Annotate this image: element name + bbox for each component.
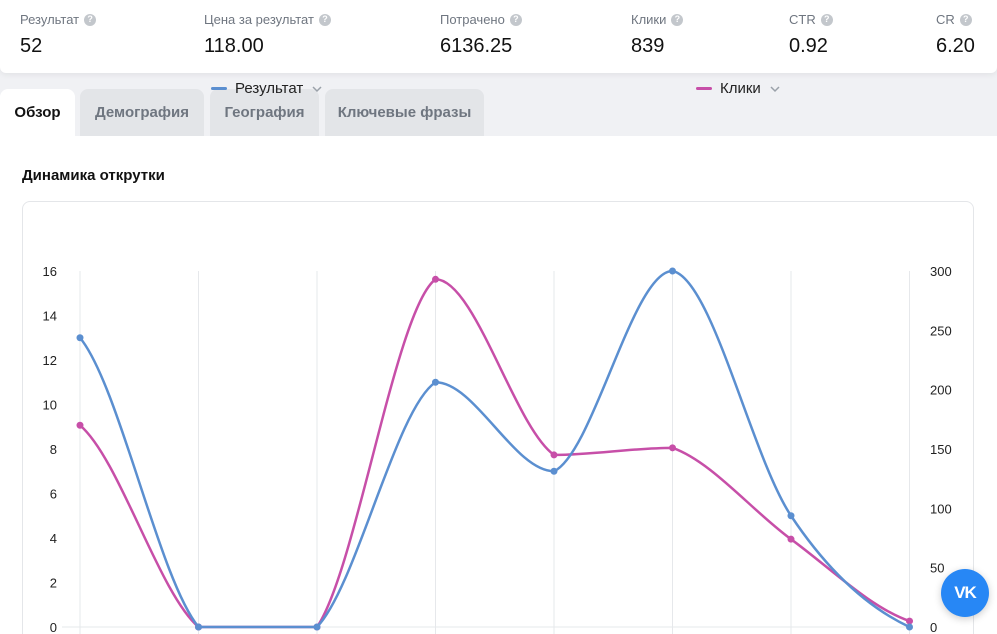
y-right-tick-label: 0: [930, 620, 937, 634]
help-icon[interactable]: ?: [959, 13, 972, 26]
metric-ctr: CTR? 0.92: [789, 12, 833, 58]
chart-container: [22, 201, 974, 634]
y-left-tick-label: 12: [43, 353, 57, 368]
metric-value: 839: [631, 35, 665, 57]
legend-swatch: [696, 87, 712, 90]
y-left-tick-label: 2: [50, 576, 57, 591]
data-point[interactable]: [787, 535, 795, 543]
tab-demography[interactable]: Демография: [80, 89, 204, 136]
legend-swatch: [211, 87, 227, 90]
help-icon[interactable]: ?: [509, 13, 522, 26]
metrics-bar: Результат? 52 Цена за результат? 118.00 …: [0, 0, 997, 73]
data-point[interactable]: [906, 623, 913, 631]
metric-value: 118.00: [204, 35, 264, 57]
help-icon[interactable]: ?: [84, 13, 97, 26]
metric-value: 52: [20, 35, 43, 57]
data-point[interactable]: [669, 267, 676, 275]
data-point[interactable]: [550, 467, 558, 475]
y-left-tick-label: 8: [50, 442, 57, 457]
metric-label: Потрачено: [440, 12, 505, 27]
metric-spent: Потрачено? 6136.25: [440, 12, 522, 58]
metric-value: 6.20: [936, 35, 975, 57]
y-left-tick-label: 0: [50, 620, 57, 634]
tab-keywords[interactable]: Ключевые фразы: [325, 89, 484, 136]
data-point[interactable]: [550, 451, 558, 459]
legend-label: Результат: [235, 80, 304, 97]
metric-cr: CR? 6.20: [936, 12, 975, 58]
y-right-tick-label: 250: [930, 323, 952, 338]
metric-label: Результат: [20, 12, 80, 27]
metric-cost-per-result: Цена за результат? 118.00: [204, 12, 331, 58]
y-left-tick-label: 10: [43, 398, 57, 413]
data-point[interactable]: [669, 444, 676, 452]
help-icon[interactable]: ?: [820, 13, 833, 26]
y-right-tick-label: 100: [930, 501, 952, 516]
metric-label: CTR: [789, 12, 816, 27]
data-point[interactable]: [906, 617, 913, 625]
y-right-tick-label: 200: [930, 383, 952, 398]
y-right-tick-label: 150: [930, 442, 952, 457]
data-point[interactable]: [76, 421, 84, 429]
y-right-tick-label: 50: [930, 561, 944, 576]
y-left-tick-label: 14: [43, 309, 57, 324]
y-left-tick-label: 6: [50, 487, 57, 502]
y-left-tick-label: 16: [43, 264, 57, 279]
section-title: Динамика открутки: [22, 167, 165, 184]
help-icon[interactable]: ?: [318, 13, 331, 26]
data-point[interactable]: [432, 275, 439, 283]
metric-value: 6136.25: [440, 35, 513, 57]
legend-series-result[interactable]: Результат: [211, 80, 323, 97]
metric-result: Результат? 52: [20, 12, 97, 58]
chevron-down-icon: [312, 85, 322, 92]
overview-panel: Динамика открутки: [0, 136, 997, 634]
data-point[interactable]: [195, 623, 202, 631]
data-point[interactable]: [76, 334, 84, 342]
metric-label: Цена за результат: [204, 12, 314, 27]
vk-logo-icon: VK: [954, 583, 977, 602]
series-line-result: [79, 269, 911, 629]
data-point[interactable]: [432, 378, 439, 386]
legend-series-clicks[interactable]: Клики: [696, 80, 781, 97]
metric-clicks: Клики? 839: [631, 12, 684, 58]
data-point[interactable]: [787, 512, 795, 520]
data-point[interactable]: [313, 623, 321, 631]
metric-label: CR: [936, 12, 955, 27]
chevron-down-icon: [770, 85, 780, 92]
vk-chat-button[interactable]: VK: [941, 569, 989, 617]
metric-value: 0.92: [789, 35, 828, 57]
metric-label: Клики: [631, 12, 667, 27]
legend-label: Клики: [720, 80, 761, 97]
y-left-tick-label: 4: [50, 531, 57, 546]
series-line-clicks: [79, 278, 910, 629]
help-icon[interactable]: ?: [671, 13, 684, 26]
tab-overview[interactable]: Обзор: [0, 89, 75, 136]
y-right-tick-label: 300: [930, 264, 952, 279]
tab-geography[interactable]: География: [210, 89, 319, 136]
